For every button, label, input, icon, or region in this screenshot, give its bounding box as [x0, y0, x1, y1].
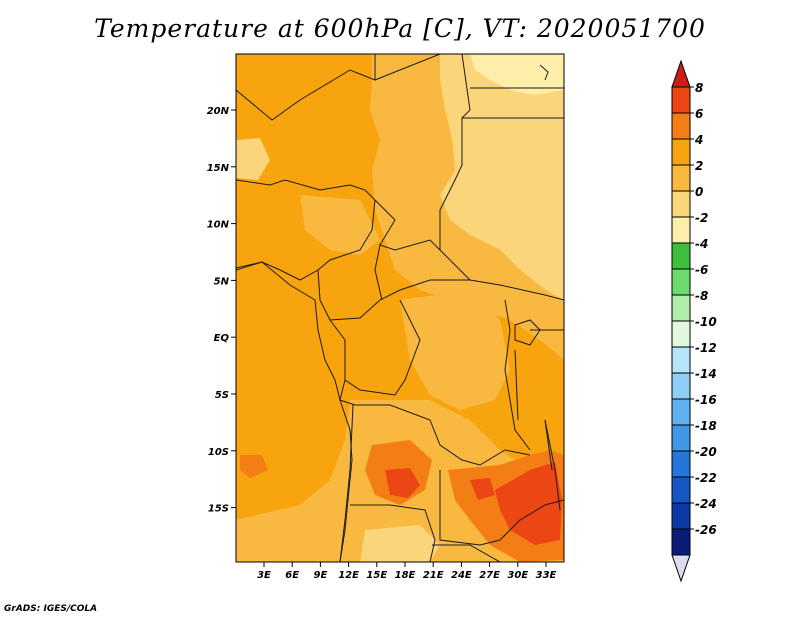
political-borders	[236, 54, 564, 562]
colorbar-label: 4	[694, 133, 703, 147]
colorbar-label: -12	[695, 341, 717, 355]
lon-label: 3E	[257, 570, 271, 581]
lat-label: 5S	[215, 390, 229, 401]
colorbar-label: -6	[695, 263, 708, 277]
lon-label: 12E	[338, 570, 359, 581]
colorbar-swatch	[671, 216, 691, 244]
colorbar-swatch	[671, 242, 691, 270]
colorbar-swatch	[671, 372, 691, 400]
coastline	[236, 261, 353, 562]
colorbar-swatch	[671, 450, 691, 478]
lon-label: 6E	[285, 570, 299, 581]
field-region-zambia-hot	[495, 462, 562, 545]
colorbar-label: 0	[695, 185, 703, 199]
colorbar-swatch	[671, 320, 691, 348]
field-region-egypt-pale	[470, 54, 564, 95]
field-region-south-pale	[360, 525, 440, 562]
colorbar-swatch	[671, 346, 691, 374]
lon-label: 33E	[536, 570, 557, 581]
border-line	[439, 54, 564, 301]
figure-title: Temperature at 600hPa [C], VT: 202005170…	[94, 14, 706, 43]
border-line	[432, 544, 501, 562]
colorbar-swatch	[671, 164, 691, 192]
colorbar-label: -4	[695, 237, 708, 251]
border-line	[236, 54, 376, 121]
border-line	[374, 199, 441, 251]
lat-label: 5N	[214, 276, 230, 287]
lon-label: 27E	[479, 570, 500, 581]
colorbar-swatch	[671, 190, 691, 218]
colorbar-swatch	[671, 502, 691, 530]
border-line	[339, 379, 531, 466]
field-region-west-warm	[240, 455, 268, 478]
colorbar-label: 8	[695, 81, 703, 95]
border-line	[439, 470, 564, 546]
temperature-field	[236, 54, 564, 562]
colorbar-label: -2	[695, 211, 708, 225]
border-line	[350, 504, 436, 562]
colorbar-label: -8	[695, 289, 708, 303]
field-region-central-band	[300, 195, 380, 255]
colorbar-swatch	[671, 268, 691, 296]
colorbar-label: -14	[695, 367, 717, 381]
lon-label: 21E	[423, 570, 444, 581]
border-line	[317, 269, 470, 321]
lat-label: 10N	[207, 220, 230, 231]
lat-label: 10S	[208, 447, 229, 458]
border-line	[544, 419, 561, 511]
latitude-axis: 20N 15N 10N 5N EQ 5S 10S 15S	[207, 106, 236, 515]
colorbar-swatch	[671, 424, 691, 452]
colorbar-label: -10	[695, 315, 717, 329]
lake-victoria	[514, 319, 541, 346]
colorbar-label: 2	[695, 159, 703, 173]
colorbar-label: -26	[695, 523, 717, 537]
lake-malawi	[544, 419, 553, 471]
lon-label: 15E	[366, 570, 387, 581]
colorbar-swatch	[671, 476, 691, 504]
colorbar-bottom-arrow	[671, 554, 691, 583]
field-region-ne-light	[440, 54, 564, 300]
colorbar-label: -20	[695, 445, 717, 459]
colorbar-swatch	[671, 86, 691, 114]
lat-label: 15S	[208, 504, 229, 515]
field-region-west-pale	[236, 138, 270, 180]
field-region-congo-light	[400, 290, 510, 410]
colorbar-swatch	[671, 528, 691, 556]
border-line	[339, 404, 354, 562]
colorbar-label: -22	[695, 471, 717, 485]
lat-label: EQ	[214, 333, 230, 344]
colorbar-label: 6	[695, 107, 703, 121]
lon-label: 9E	[314, 570, 328, 581]
lake-tanganyika	[514, 349, 519, 421]
colorbar: 8 6 4 2 0 -2 -4 -6 -8 -10 -12 -14 -16 -18 -20 -22 -24 -26	[671, 59, 717, 583]
credit-label: GrADS: IGES/COLA	[4, 604, 98, 614]
colorbar-swatch	[671, 294, 691, 322]
colorbar-swatch	[671, 112, 691, 140]
border-line	[329, 299, 421, 396]
border-line	[374, 244, 383, 301]
colorbar-swatch	[671, 398, 691, 426]
longitude-axis: 3E 6E 9E 12E 15E 18E 21E 24E 27E 30E 33E	[257, 562, 557, 581]
lat-label: 15N	[207, 163, 230, 174]
lon-label: 30E	[507, 570, 528, 581]
field-region-patch-hot	[470, 478, 495, 500]
colorbar-top-arrow	[671, 59, 691, 88]
lon-label: 18E	[395, 570, 416, 581]
colorbar-label: -18	[695, 419, 717, 433]
border-line	[236, 179, 376, 281]
map-frame	[235, 53, 565, 563]
border-line	[504, 299, 531, 451]
field-region-angola-hot	[385, 468, 420, 498]
red-sea-coast	[539, 64, 549, 81]
colorbar-label: -24	[695, 497, 717, 511]
lon-label: 24E	[451, 570, 472, 581]
colorbar-swatch	[671, 138, 691, 166]
lat-label: 20N	[207, 106, 230, 117]
border-line	[374, 54, 441, 81]
colorbar-label: -16	[695, 393, 717, 407]
